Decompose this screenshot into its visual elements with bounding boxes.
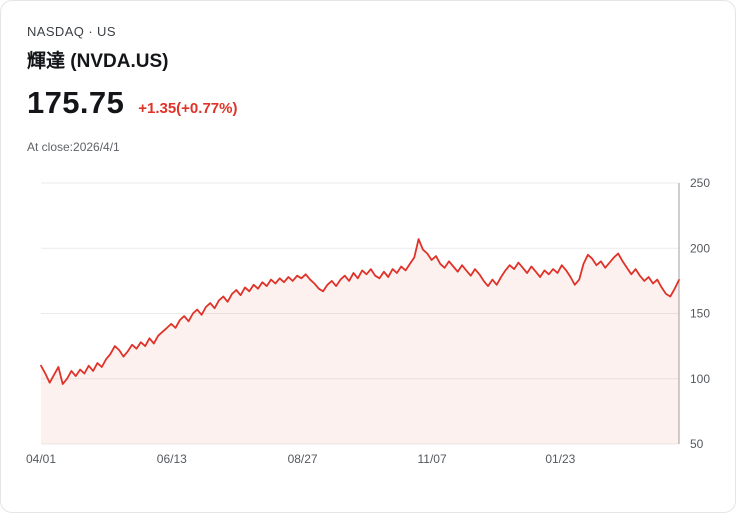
price-line (40, 238, 680, 385)
y-tick-label: 200 (690, 241, 710, 255)
page-title: 輝達 (NVDA.US) (27, 51, 169, 72)
exchange-label: NASDAQ · US (27, 24, 116, 39)
x-tick-label: 04/01 (26, 452, 56, 466)
price-chart[interactable]: 50 100 150 200 250 04/01 06/13 08/27 11/07 01/23 (1, 171, 736, 481)
y-tick-label: 150 (690, 307, 710, 321)
y-tick-label: 50 (690, 437, 704, 451)
as-of-timestamp: At close:2026/4/1 (27, 140, 120, 154)
y-tick-label: 250 (690, 176, 710, 190)
x-tick-label: 01/23 (545, 452, 575, 466)
x-tick-label: 08/27 (288, 452, 318, 466)
price-area (41, 239, 679, 444)
price-row: 175.75 +1.35(+0.77%) (27, 85, 237, 121)
price-change: +1.35(+0.77%) (138, 100, 238, 117)
current-price: 175.75 (27, 85, 125, 120)
x-tick-label: 11/07 (418, 452, 447, 466)
y-tick-label: 100 (690, 372, 710, 386)
x-tick-label: 06/13 (157, 452, 187, 466)
